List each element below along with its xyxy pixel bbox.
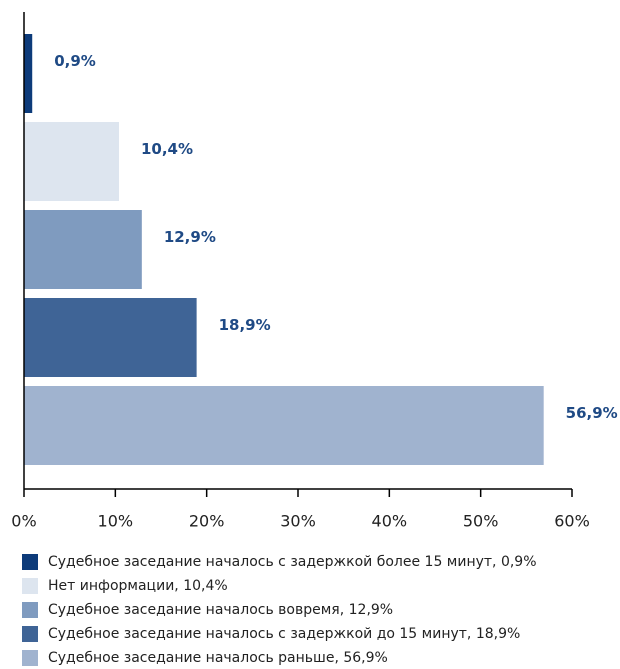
bar: [24, 210, 142, 289]
value-label: 18,9%: [219, 316, 271, 334]
legend-swatch: [22, 578, 38, 594]
legend-swatch: [22, 554, 38, 570]
value-label: 0,9%: [54, 52, 96, 70]
legend-label: Судебное заседание началось с задержкой …: [48, 626, 520, 642]
bar: [24, 34, 33, 113]
x-tick-label: 50%: [463, 512, 499, 531]
legend-label: Судебное заседание началось раньше, 56,9…: [48, 650, 388, 666]
x-tick-label: 60%: [554, 512, 590, 531]
bar: [24, 298, 197, 377]
value-label: 12,9%: [164, 228, 216, 246]
bar: [24, 122, 119, 201]
bar: [24, 386, 544, 465]
x-tick-label: 10%: [98, 512, 134, 531]
legend-swatch: [22, 602, 38, 618]
legend-label: Судебное заседание началось с задержкой …: [48, 554, 537, 570]
legend-swatch: [22, 650, 38, 666]
legend-label: Нет информации, 10,4%: [48, 578, 228, 594]
legend-swatch: [22, 626, 38, 642]
x-tick-label: 30%: [280, 512, 316, 531]
x-tick-label: 40%: [372, 512, 408, 531]
value-label: 10,4%: [141, 140, 193, 158]
x-tick-label: 20%: [189, 512, 225, 531]
legend-label: Судебное заседание началось вовремя, 12,…: [48, 602, 393, 618]
value-label: 56,9%: [566, 404, 618, 422]
x-tick-label: 0%: [11, 512, 36, 531]
